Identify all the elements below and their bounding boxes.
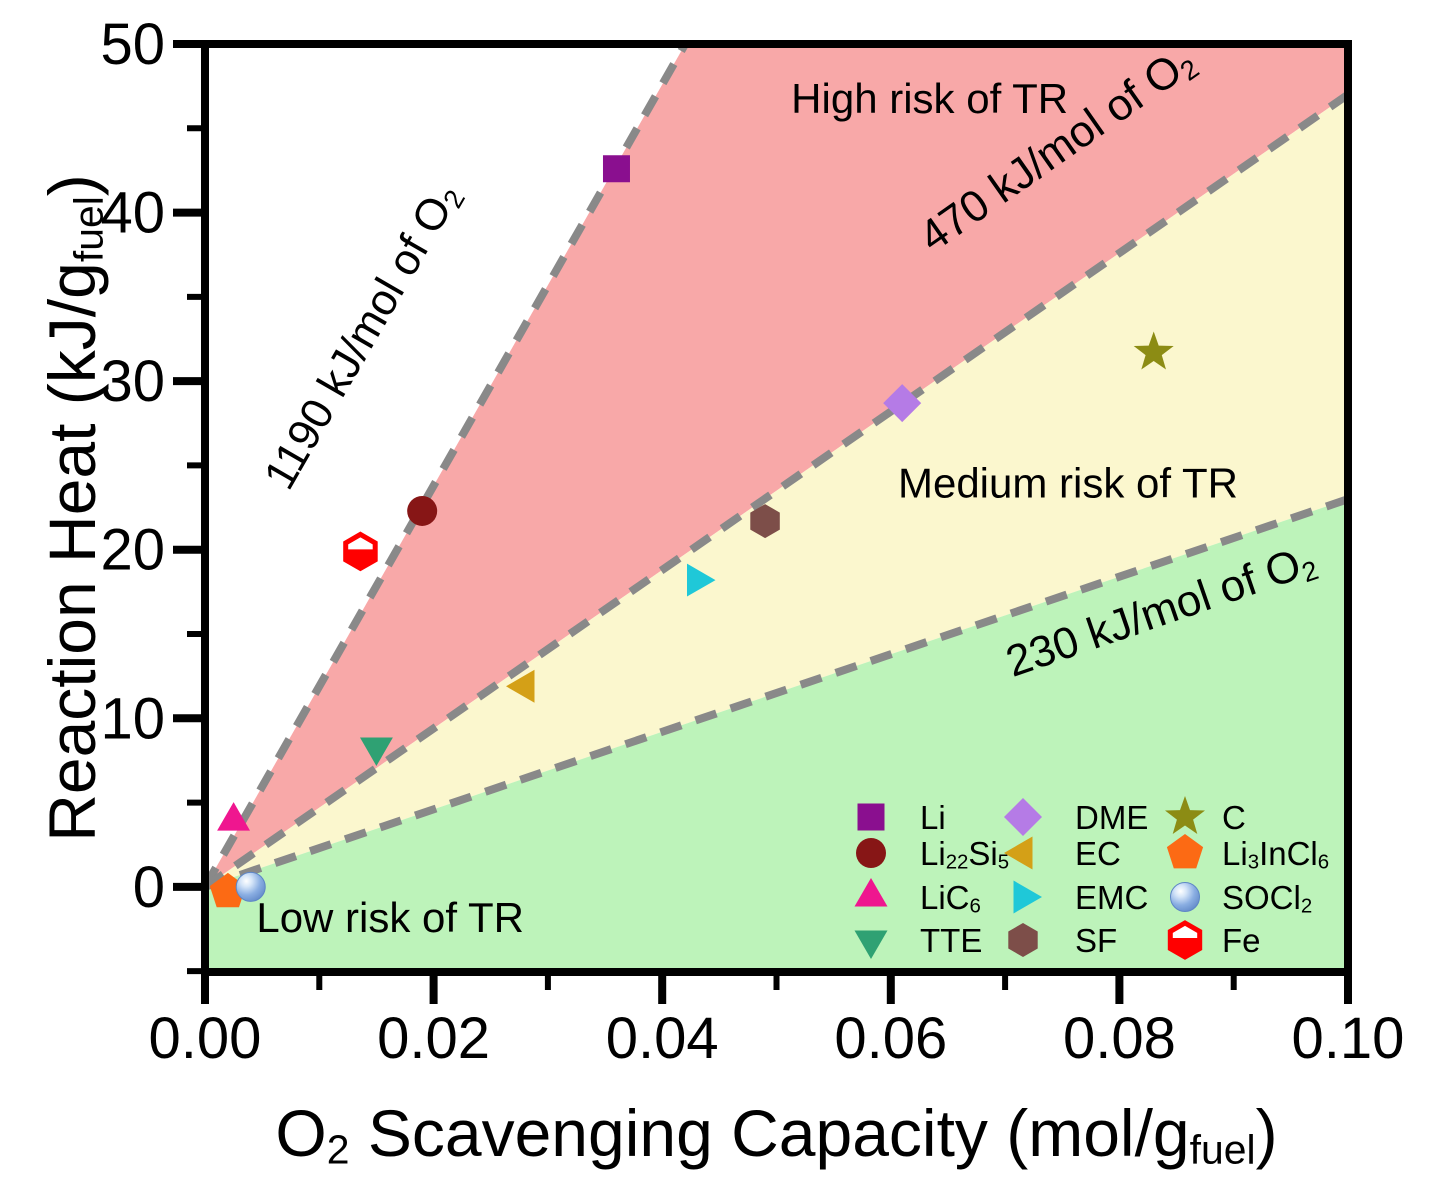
point-SOCl2 bbox=[235, 871, 266, 902]
line-label-line-1190: 1190 kJ/mol of O2 bbox=[254, 174, 470, 498]
x-axis-title: O2 Scavenging Capacity (mol/gfuel) bbox=[275, 1096, 1277, 1173]
legend-label-SF: SF bbox=[1075, 922, 1117, 959]
legend-marker-LiC6 bbox=[854, 878, 888, 907]
point-EMC bbox=[687, 563, 716, 597]
y-tick-label-10: 10 bbox=[100, 686, 165, 751]
legend-marker-SOCl2 bbox=[1170, 882, 1200, 912]
point-Fe bbox=[343, 531, 378, 572]
legend-label-Fe: Fe bbox=[1222, 922, 1261, 959]
tick-labels: 0.00 0.02 0.04 0.06 0.08 0.10 0 10 20 30 40 50 bbox=[100, 12, 1404, 1071]
x-tick-label-0.04: 0.04 bbox=[606, 1006, 719, 1071]
region-low-risk bbox=[205, 499, 1348, 972]
legend-label-LiC6: LiC6 bbox=[920, 879, 981, 917]
legend-label-Li22Si5: Li22Si5 bbox=[920, 835, 1009, 873]
line-470 bbox=[202, 91, 1351, 891]
y-tick-label-50: 50 bbox=[100, 12, 165, 77]
legend-marker-Li3InCl6 bbox=[1166, 834, 1204, 869]
y-tick-label-30: 30 bbox=[100, 349, 165, 414]
x-tick-label-0.02: 0.02 bbox=[377, 1006, 490, 1071]
legend-label-EC: EC bbox=[1075, 835, 1121, 872]
region-label-high-risk: High risk of TR bbox=[791, 74, 1068, 121]
point-C bbox=[1133, 331, 1174, 370]
region-labels: High risk of TR Medium risk of TR Low risk… bbox=[256, 74, 1238, 940]
point-SF bbox=[750, 504, 780, 539]
legend-label-C: C bbox=[1222, 799, 1246, 836]
legend-label-SOCl2: SOCl2 bbox=[1222, 879, 1312, 917]
legend-marker-EC bbox=[1004, 836, 1033, 870]
legend-marker-DME bbox=[1004, 798, 1042, 836]
legend-label-Li: Li bbox=[920, 799, 946, 836]
y-axis-title: Reaction Heat (kJ/gfuel) bbox=[35, 174, 112, 842]
legend-label-EMC: EMC bbox=[1075, 879, 1148, 916]
point-TTE bbox=[360, 737, 393, 766]
y-tick-label-0: 0 bbox=[133, 854, 165, 919]
point-Li bbox=[602, 155, 630, 183]
legend-marker-EMC bbox=[1013, 880, 1042, 914]
point-Li22Si5 bbox=[407, 495, 438, 526]
legend-marker-Li22Si5 bbox=[856, 838, 886, 868]
region-high-risk bbox=[205, 44, 1348, 887]
axis-ticks bbox=[173, 40, 1352, 1004]
legend-marker-TTE bbox=[854, 930, 888, 959]
region-label-medium-risk: Medium risk of TR bbox=[898, 459, 1238, 506]
legend-marker-C bbox=[1165, 796, 1205, 834]
y-tick-label-40: 40 bbox=[100, 180, 165, 245]
data-points bbox=[209, 155, 1174, 908]
y-tick-label-20: 20 bbox=[100, 517, 165, 582]
x-tick-label-0.06: 0.06 bbox=[834, 1006, 947, 1071]
legend-label-TTE: TTE bbox=[920, 922, 982, 959]
legend-marker-Li bbox=[857, 803, 885, 831]
point-LiC6 bbox=[217, 802, 250, 831]
x-tick-label-0.08: 0.08 bbox=[1063, 1006, 1176, 1071]
point-DME bbox=[883, 384, 922, 423]
line-230 bbox=[203, 495, 1350, 891]
line-1190 bbox=[201, 42, 689, 889]
region-label-low-risk: Low risk of TR bbox=[256, 894, 524, 941]
x-tick-label-0.00: 0.00 bbox=[149, 1006, 262, 1071]
legend-label-Li3InCl6: Li3InCl6 bbox=[1222, 835, 1329, 873]
point-EC bbox=[506, 669, 535, 703]
boundary-lines bbox=[201, 42, 1351, 891]
risk-regions bbox=[205, 44, 1348, 972]
x-tick-label-0.10: 0.10 bbox=[1292, 1006, 1405, 1071]
legend-label-DME: DME bbox=[1075, 799, 1148, 836]
legend-marker-SF bbox=[1008, 923, 1038, 957]
legend-marker-Fe bbox=[1167, 920, 1203, 960]
axis-titles: O2 Scavenging Capacity (mol/gfuel) Reacti… bbox=[35, 174, 1278, 1172]
